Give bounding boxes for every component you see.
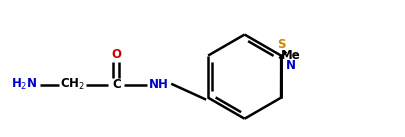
Text: NH: NH [149,78,168,91]
Text: Me: Me [281,49,301,62]
Text: N: N [286,59,296,72]
Text: O: O [111,48,122,61]
Text: H$_2$N: H$_2$N [11,77,37,92]
Text: C: C [112,78,121,91]
Text: CH$_2$: CH$_2$ [60,77,85,92]
Text: S: S [277,38,286,52]
